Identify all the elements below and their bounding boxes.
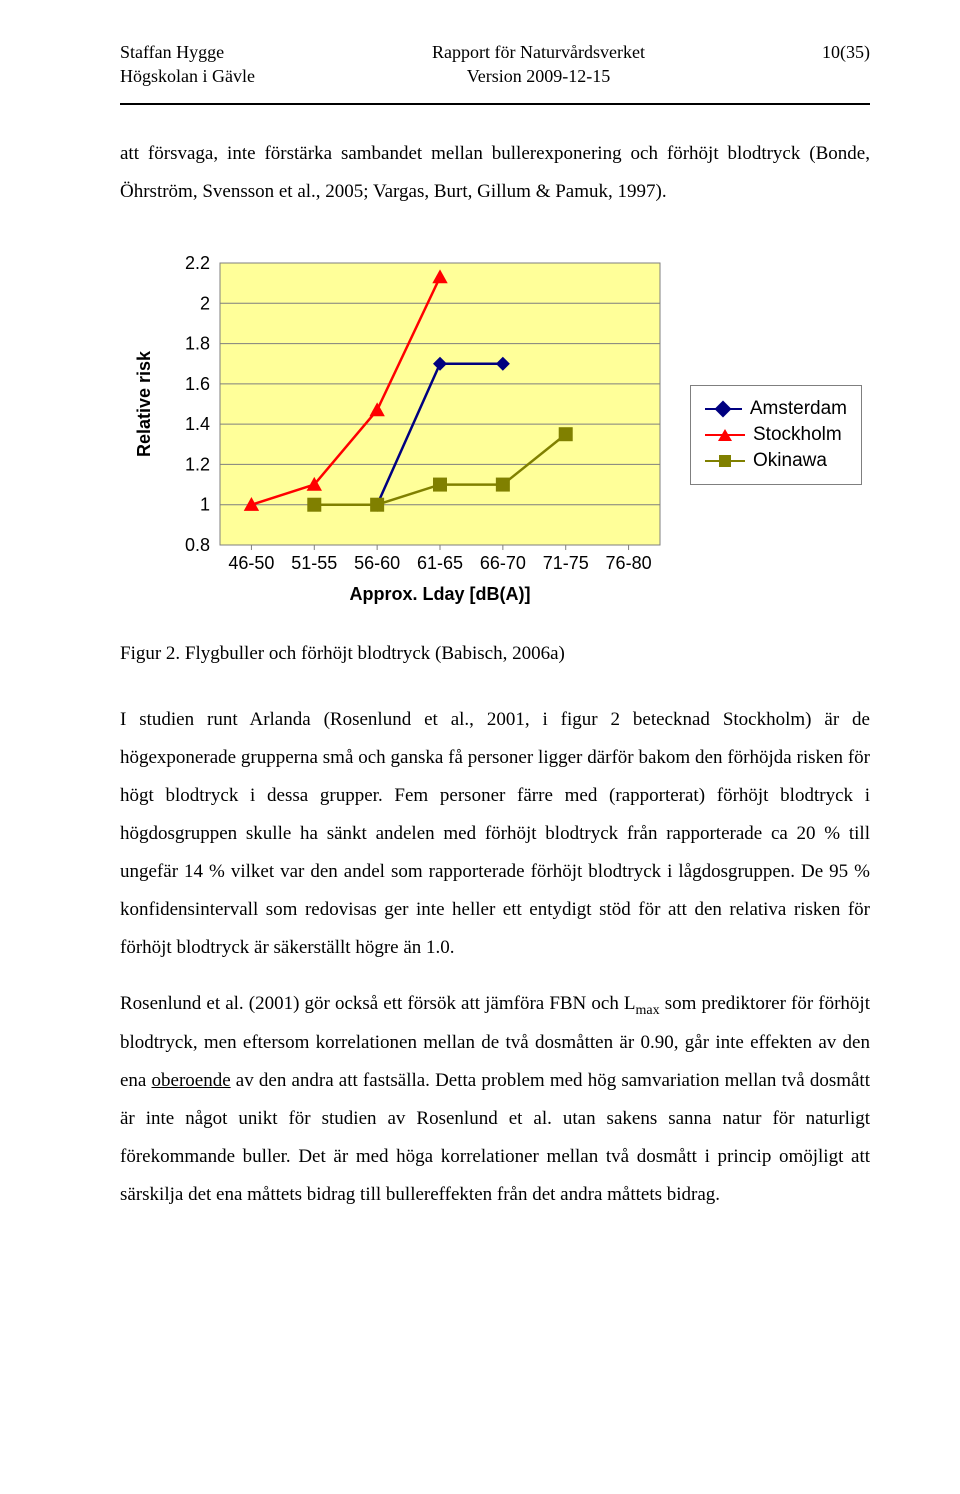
chart-svg-wrap: 0.8 1 1.2 1.4 1.6 1.8 2 2.2 46-50 51-55 56-60 61-65…: [120, 245, 680, 625]
p3-seg-c: av den andra att fastsälla. Detta proble…: [120, 1070, 870, 1205]
svg-text:1.2: 1.2: [185, 454, 210, 474]
legend-marker-icon: [715, 400, 732, 417]
analysis-paragraph: I studien runt Arlanda (Rosenlund et al.…: [120, 701, 870, 967]
svg-text:2.2: 2.2: [185, 253, 210, 273]
header-author: Staffan Hygge: [120, 40, 255, 64]
header-affiliation: Högskolan i Gävle: [120, 64, 255, 88]
chart-legend: Amsterdam Stockholm Okinawa: [690, 385, 862, 485]
svg-text:66-70: 66-70: [480, 553, 526, 573]
svg-text:46-50: 46-50: [228, 553, 274, 573]
svg-text:0.8: 0.8: [185, 535, 210, 555]
header-rule: [120, 103, 870, 105]
legend-line-icon: [705, 460, 745, 462]
legend-row-stockholm: Stockholm: [705, 424, 847, 446]
legend-row-okinawa: Okinawa: [705, 450, 847, 472]
header-page-num: 10(35): [822, 40, 870, 64]
body-text-2: I studien runt Arlanda (Rosenlund et al.…: [120, 701, 870, 1215]
svg-text:2: 2: [200, 293, 210, 313]
svg-text:1.6: 1.6: [185, 373, 210, 393]
legend-marker-icon: [718, 429, 732, 441]
rosenlund-paragraph: Rosenlund et al. (2001) gör också ett fö…: [120, 985, 870, 1215]
svg-text:1.4: 1.4: [185, 414, 210, 434]
p3-underline-oberoende: oberoende: [152, 1070, 231, 1091]
intro-paragraph: att försvaga, inte förstärka sambandet m…: [120, 135, 870, 211]
p3-seg-a: Rosenlund et al. (2001) gör också ett fö…: [120, 993, 636, 1014]
legend-marker-icon: [719, 455, 731, 467]
header-center: Rapport för Naturvårdsverket Version 200…: [432, 40, 645, 89]
svg-text:1: 1: [200, 494, 210, 514]
header-right: 10(35): [822, 40, 870, 89]
legend-label: Okinawa: [753, 450, 827, 472]
svg-text:61-65: 61-65: [417, 553, 463, 573]
legend-label: Stockholm: [753, 424, 842, 446]
chart-block: 0.8 1 1.2 1.4 1.6 1.8 2 2.2 46-50 51-55 56-60 61-65…: [120, 245, 870, 625]
svg-text:51-55: 51-55: [291, 553, 337, 573]
p3-sub-max: max: [636, 1002, 660, 1017]
svg-text:76-80: 76-80: [606, 553, 652, 573]
legend-line-icon: [705, 434, 745, 436]
body-text: att försvaga, inte förstärka sambandet m…: [120, 135, 870, 211]
svg-text:1.8: 1.8: [185, 333, 210, 353]
header-title: Rapport för Naturvårdsverket: [432, 40, 645, 64]
legend-row-amsterdam: Amsterdam: [705, 398, 847, 420]
header-version: Version 2009-12-15: [432, 64, 645, 88]
svg-text:56-60: 56-60: [354, 553, 400, 573]
legend-line-icon: [705, 408, 742, 410]
page-container: Staffan Hygge Högskolan i Gävle Rapport …: [0, 0, 960, 1292]
svg-text:Approx. Lday [dB(A)]: Approx. Lday [dB(A)]: [350, 584, 531, 604]
legend-label: Amsterdam: [750, 398, 847, 420]
svg-text:Relative risk: Relative risk: [134, 350, 154, 457]
header-left: Staffan Hygge Högskolan i Gävle: [120, 40, 255, 89]
figure-caption: Figur 2. Flygbuller och förhöjt blodtryc…: [120, 643, 870, 665]
page-header: Staffan Hygge Högskolan i Gävle Rapport …: [120, 40, 870, 89]
svg-text:71-75: 71-75: [543, 553, 589, 573]
relative-risk-line-chart: 0.8 1 1.2 1.4 1.6 1.8 2 2.2 46-50 51-55 56-60 61-65…: [120, 245, 680, 620]
